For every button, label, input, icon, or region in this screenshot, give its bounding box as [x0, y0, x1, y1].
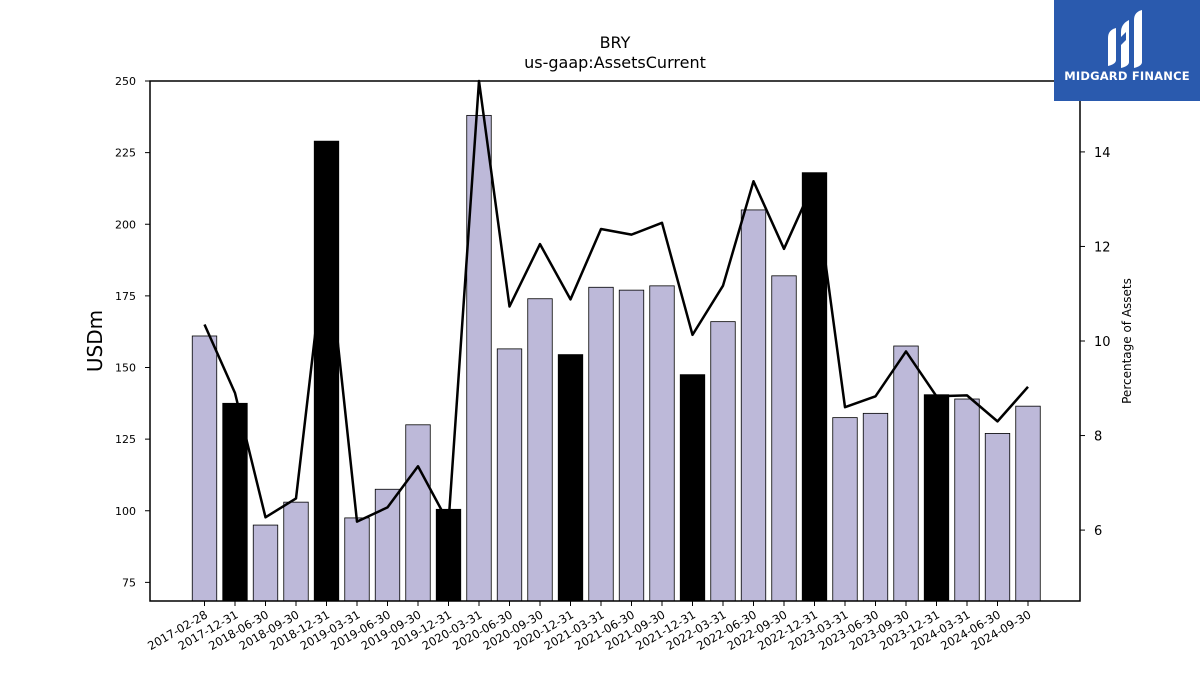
y2-tick-label: 8 — [1094, 430, 1102, 445]
bar — [618, 289, 645, 602]
bar — [557, 354, 584, 602]
logo-text: MIDGARD FINANCE — [1064, 69, 1190, 83]
y-tick-label: 200 — [115, 218, 136, 231]
bar — [222, 402, 248, 602]
bars-group — [191, 114, 1041, 602]
bar — [984, 432, 1011, 602]
y-tick-label: 75 — [122, 576, 136, 589]
bar — [191, 335, 218, 602]
y-tick-label: 175 — [115, 290, 136, 303]
y2-tick-label: 10 — [1094, 335, 1111, 350]
bar — [344, 517, 370, 602]
y2-tick-label: 12 — [1094, 240, 1111, 255]
bar — [1015, 405, 1041, 602]
bar — [893, 345, 919, 602]
pct-assets-line — [203, 79, 1029, 525]
logo: MIDGARD FINANCE — [1054, 0, 1200, 101]
chart-subtitle: us-gaap:AssetsCurrent — [524, 53, 706, 72]
axes-group: 75100125150175200225250681012142017-02-2… — [115, 75, 1111, 653]
bar — [710, 321, 736, 602]
y2-tick-label: 6 — [1094, 524, 1102, 539]
y2-axis-label: Percentage of Assets — [1120, 278, 1134, 404]
bar — [496, 348, 523, 602]
y-tick-label: 250 — [115, 75, 136, 88]
bar — [405, 424, 431, 602]
bar — [832, 417, 858, 602]
y-tick-label: 225 — [115, 147, 136, 160]
y-axis-label: USDm — [83, 310, 107, 372]
bar — [252, 524, 279, 602]
y-tick-label: 125 — [115, 433, 136, 446]
bar — [588, 286, 614, 602]
bar — [923, 394, 950, 602]
chart-title: BRY — [600, 33, 631, 52]
bar — [283, 501, 309, 602]
y-tick-label: 150 — [115, 362, 136, 375]
bar — [679, 374, 706, 602]
bar — [862, 412, 889, 602]
bar — [954, 398, 980, 602]
y-tick-label: 100 — [115, 505, 136, 518]
bar — [527, 298, 553, 602]
line-group — [203, 79, 1029, 525]
bar — [313, 140, 340, 602]
bar — [771, 275, 797, 602]
logo-mark-icon — [1108, 10, 1142, 68]
bar — [740, 209, 767, 602]
y2-tick-label: 14 — [1094, 146, 1111, 161]
bar — [649, 285, 675, 602]
